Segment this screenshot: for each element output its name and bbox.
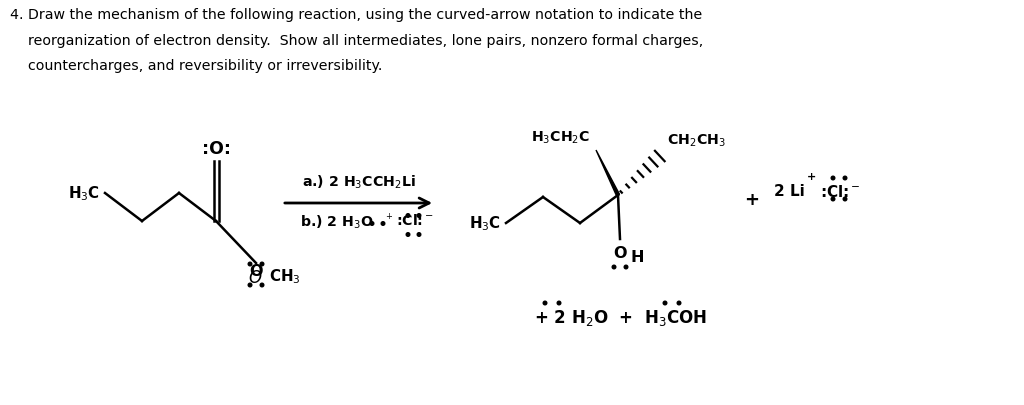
Text: O: O <box>249 263 263 278</box>
Circle shape <box>407 214 410 218</box>
Circle shape <box>664 301 667 305</box>
Text: O: O <box>613 245 627 260</box>
Circle shape <box>677 301 681 305</box>
Circle shape <box>831 198 835 201</box>
Circle shape <box>612 266 615 269</box>
Circle shape <box>371 222 374 226</box>
Text: :O:: :O: <box>202 140 230 158</box>
Text: $^+$: $^+$ <box>384 213 394 226</box>
Circle shape <box>557 301 561 305</box>
Circle shape <box>248 262 252 266</box>
Circle shape <box>407 233 410 237</box>
Circle shape <box>843 198 847 201</box>
Text: $\.{O}$: $\.{O}$ <box>248 264 262 288</box>
Circle shape <box>417 233 421 237</box>
Circle shape <box>260 284 264 287</box>
Circle shape <box>831 177 835 180</box>
Circle shape <box>381 222 385 226</box>
Circle shape <box>843 177 847 180</box>
Text: +: + <box>806 172 816 181</box>
Circle shape <box>248 284 252 287</box>
Text: :Cl:$^-$: :Cl:$^-$ <box>396 213 434 228</box>
Text: H$_3$CH$_2$C: H$_3$CH$_2$C <box>530 129 590 146</box>
Circle shape <box>417 214 421 218</box>
Text: :Cl:$^-$: :Cl:$^-$ <box>820 183 860 200</box>
Text: H: H <box>630 249 643 264</box>
Circle shape <box>260 262 264 266</box>
Circle shape <box>543 301 547 305</box>
Text: H$_3$C: H$_3$C <box>469 214 501 233</box>
Text: + 2 H$_2$O  +  H$_3$COH: + 2 H$_2$O + H$_3$COH <box>534 307 707 327</box>
Text: H$_3$C: H$_3$C <box>68 184 100 203</box>
Circle shape <box>625 266 628 269</box>
Text: 4. Draw the mechanism of the following reaction, using the curved-arrow notation: 4. Draw the mechanism of the following r… <box>10 8 702 22</box>
Polygon shape <box>596 151 620 196</box>
Text: countercharges, and reversibility or irreversibility.: countercharges, and reversibility or irr… <box>10 59 382 73</box>
Text: CH$_2$CH$_3$: CH$_2$CH$_3$ <box>667 132 726 149</box>
Text: reorganization of electron density.  Show all intermediates, lone pairs, nonzero: reorganization of electron density. Show… <box>10 34 703 47</box>
Text: a.) 2 H$_3$CCH$_2$Li: a.) 2 H$_3$CCH$_2$Li <box>302 173 416 190</box>
Text: 2 Li: 2 Li <box>774 184 805 199</box>
Text: CH$_3$: CH$_3$ <box>269 266 301 285</box>
Text: b.) 2 H$_3$O: b.) 2 H$_3$O <box>300 213 374 231</box>
Text: +: + <box>744 190 760 209</box>
